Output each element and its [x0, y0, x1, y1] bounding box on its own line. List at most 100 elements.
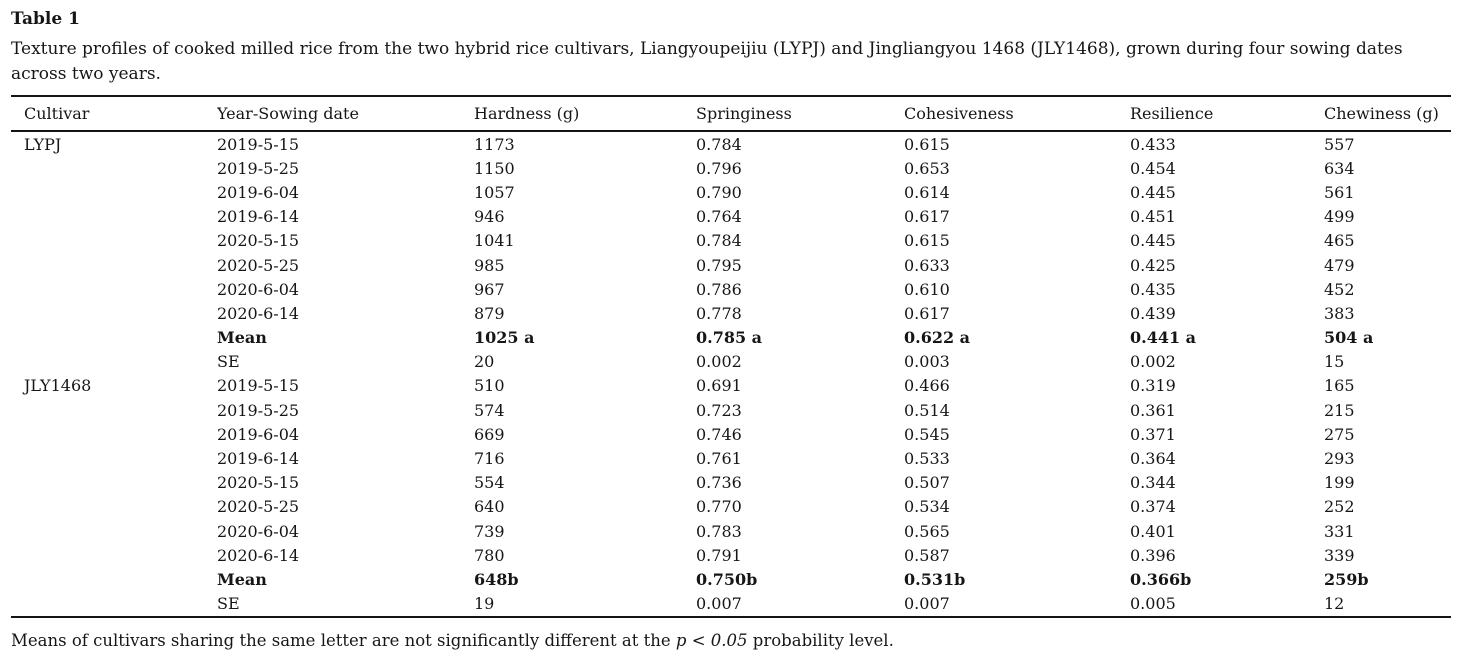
cell-cohesiveness: 0.587	[904, 545, 950, 565]
cell-chewiness: 499	[1324, 207, 1355, 227]
cell-cohesiveness: 0.514	[904, 400, 950, 420]
cell-date: 2019-6-14	[217, 449, 300, 469]
cell-springiness: 0.783	[696, 521, 742, 541]
table-row: 2020-6-14 780 0.791 0.587 0.396 339	[11, 543, 1451, 567]
cell-resilience: 0.344	[1130, 473, 1176, 493]
column-header-chewiness: Chewiness (g)	[1324, 96, 1451, 132]
footnote-p-value: p < 0.05	[675, 630, 748, 650]
cell-cohesiveness: 0.615	[904, 231, 950, 251]
table-row: 2019-6-14 716 0.761 0.533 0.364 293	[11, 446, 1451, 470]
cell-resilience: 0.396	[1130, 545, 1176, 565]
cell-springiness: 0.761	[696, 449, 742, 469]
cell-springiness: 0.791	[696, 545, 742, 565]
column-header-year-sowing-date: Year-Sowing date	[217, 96, 474, 132]
cell-resilience: 0.361	[1130, 400, 1176, 420]
cell-chewiness: 12	[1324, 594, 1345, 614]
cell-date: 2019-5-15	[217, 134, 300, 154]
table-row: LYPJ 2019-5-15 1173 0.784 0.615 0.433 557	[11, 131, 1451, 156]
cell-chewiness: 331	[1324, 521, 1355, 541]
cell-cultivar	[11, 156, 217, 180]
cell-springiness: 0.764	[696, 207, 742, 227]
cell-resilience: 0.441 a	[1130, 328, 1197, 348]
cell-cohesiveness: 0.617	[904, 207, 950, 227]
cell-resilience: 0.439	[1130, 303, 1176, 323]
cell-chewiness: 199	[1324, 473, 1355, 493]
cell-springiness: 0.785 a	[696, 328, 763, 348]
cell-hardness: 1173	[474, 134, 515, 154]
cell-resilience: 0.433	[1130, 134, 1176, 154]
footnote-suffix: probability level.	[747, 630, 894, 650]
cell-chewiness: 252	[1324, 497, 1355, 517]
cell-date: 2020-5-25	[217, 255, 300, 275]
cell-cohesiveness: 0.533	[904, 449, 950, 469]
cell-cohesiveness: 0.545	[904, 424, 950, 444]
cell-cultivar	[11, 205, 217, 229]
cell-cultivar	[11, 446, 217, 470]
cell-resilience: 0.374	[1130, 497, 1176, 517]
caption-line-2: across two years.	[11, 64, 161, 84]
cell-springiness: 0.723	[696, 400, 742, 420]
column-header-springiness: Springiness	[696, 96, 904, 132]
cell-springiness: 0.786	[696, 279, 742, 299]
cell-chewiness: 561	[1324, 182, 1355, 202]
cell-date: 2019-5-15	[217, 376, 300, 396]
cell-chewiness: 504 a	[1324, 328, 1374, 348]
cell-date: 2020-5-25	[217, 497, 300, 517]
cell-resilience: 0.435	[1130, 279, 1176, 299]
cell-cohesiveness: 0.531b	[904, 569, 966, 589]
cell-hardness: 1025 a	[474, 328, 535, 348]
cell-resilience: 0.445	[1130, 231, 1176, 251]
cell-chewiness: 557	[1324, 134, 1355, 154]
cell-cohesiveness: 0.003	[904, 352, 950, 372]
cell-hardness: 879	[474, 303, 505, 323]
cell-hardness: 739	[474, 521, 505, 541]
cell-cohesiveness: 0.534	[904, 497, 950, 517]
cell-date: 2020-6-14	[217, 303, 300, 323]
cell-cohesiveness: 0.565	[904, 521, 950, 541]
cell-date: 2019-5-25	[217, 400, 300, 420]
cell-springiness: 0.002	[696, 352, 742, 372]
cell-date: SE	[217, 352, 240, 372]
cell-cohesiveness: 0.507	[904, 473, 950, 493]
table-header: Cultivar Year-Sowing date Hardness (g) S…	[11, 96, 1451, 132]
cell-cohesiveness: 0.617	[904, 303, 950, 323]
cell-chewiness: 452	[1324, 279, 1355, 299]
cell-cultivar	[11, 592, 217, 617]
cell-chewiness: 259b	[1324, 569, 1369, 589]
cell-hardness: 510	[474, 376, 505, 396]
cell-cultivar	[11, 301, 217, 325]
cell-cultivar	[11, 519, 217, 543]
cell-date: 2020-5-15	[217, 473, 300, 493]
cell-cohesiveness: 0.610	[904, 279, 950, 299]
cell-chewiness: 634	[1324, 158, 1355, 178]
cell-resilience: 0.371	[1130, 424, 1176, 444]
cell-chewiness: 275	[1324, 424, 1355, 444]
table-row: JLY1468 2019-5-15 510 0.691 0.466 0.319 165	[11, 374, 1451, 398]
cell-springiness: 0.784	[696, 134, 742, 154]
cell-springiness: 0.691	[696, 376, 742, 396]
cell-cohesiveness: 0.614	[904, 182, 950, 202]
cell-hardness: 985	[474, 255, 505, 275]
cell-cohesiveness: 0.633	[904, 255, 950, 275]
table-row: 2020-6-04 739 0.783 0.565 0.401 331	[11, 519, 1451, 543]
cell-chewiness: 15	[1324, 352, 1345, 372]
table-row: 2020-5-25 985 0.795 0.633 0.425 479	[11, 253, 1451, 277]
table-body: LYPJ 2019-5-15 1173 0.784 0.615 0.433 557 2019-…	[11, 131, 1451, 617]
table-row: Mean 1025 a 0.785 a 0.622 a 0.441 a 504 a	[11, 326, 1451, 350]
footnote-text: Means of cultivars sharing the same lett…	[11, 630, 676, 650]
cell-springiness: 0.796	[696, 158, 742, 178]
cell-cohesiveness: 0.653	[904, 158, 950, 178]
table-row: 2020-6-14 879 0.778 0.617 0.439 383	[11, 301, 1451, 325]
cell-hardness: 967	[474, 279, 505, 299]
cell-date: 2020-6-04	[217, 521, 300, 541]
caption-line-1: Texture profiles of cooked milled rice f…	[11, 39, 1403, 59]
cell-chewiness: 465	[1324, 231, 1355, 251]
cell-hardness: 1150	[474, 158, 515, 178]
cell-cultivar	[11, 567, 217, 591]
cell-hardness: 946	[474, 207, 505, 227]
table-caption: Texture profiles of cooked milled rice f…	[11, 37, 1450, 87]
cell-hardness: 19	[474, 594, 495, 614]
cell-date: 2020-5-15	[217, 231, 300, 251]
cell-hardness: 640	[474, 497, 505, 517]
